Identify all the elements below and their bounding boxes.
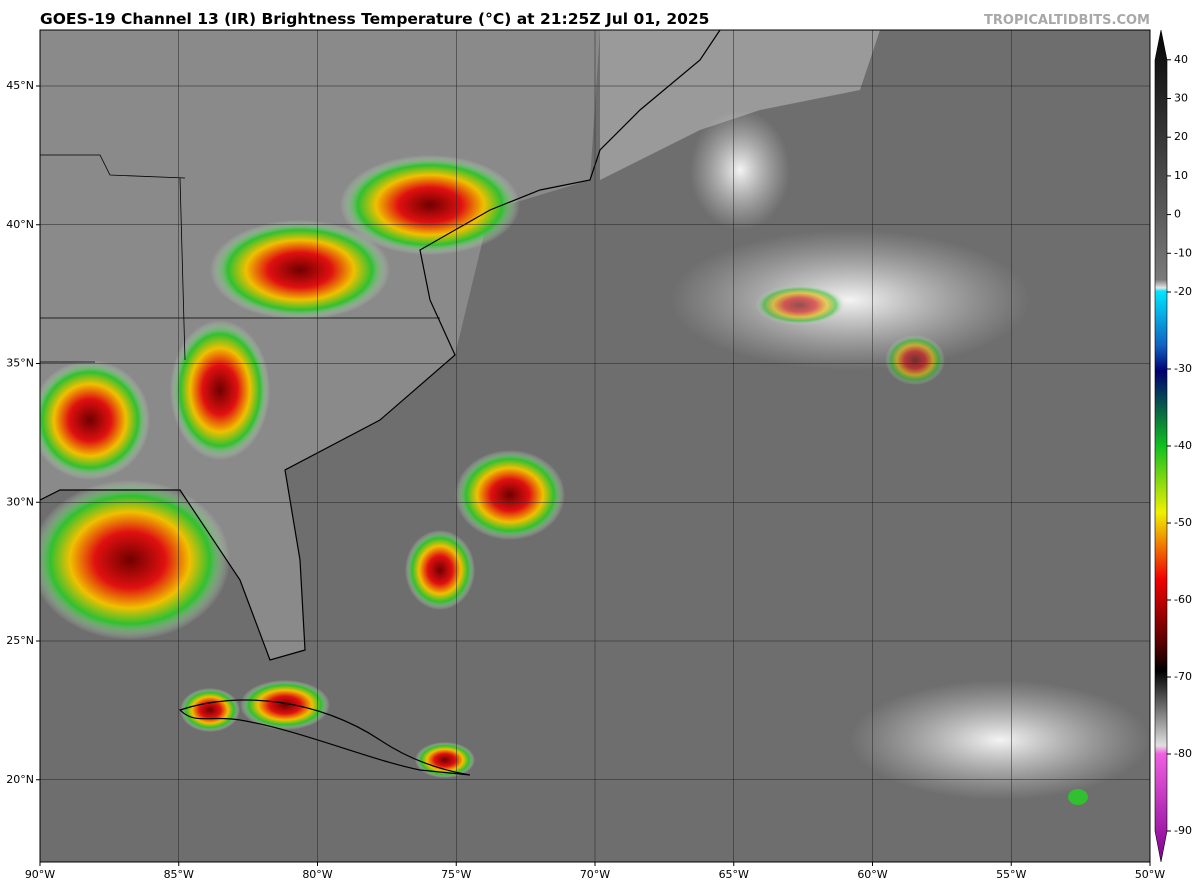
colorbar-label: -20 xyxy=(1174,285,1192,298)
colorbar-label: 30 xyxy=(1174,92,1188,105)
colorbar-label: -90 xyxy=(1174,824,1192,837)
lon-label: 85°W xyxy=(164,868,194,881)
lat-label: 30°N xyxy=(6,495,34,508)
lat-label: 40°N xyxy=(6,218,34,231)
lon-label: 75°W xyxy=(441,868,471,881)
colorbar-label: 40 xyxy=(1174,53,1188,66)
lat-label: 20°N xyxy=(6,773,34,786)
colorbar-label: -50 xyxy=(1174,516,1192,529)
colorbar-label: -70 xyxy=(1174,670,1192,683)
lon-label: 50°W xyxy=(1135,868,1165,881)
lat-label: 35°N xyxy=(6,357,34,370)
colorbar-label: -30 xyxy=(1174,362,1192,375)
colorbar-label: -60 xyxy=(1174,593,1192,606)
colorbar-label: -40 xyxy=(1174,439,1192,452)
colorbar-label: 0 xyxy=(1174,208,1181,221)
lon-label: 80°W xyxy=(302,868,332,881)
lat-label: 25°N xyxy=(6,634,34,647)
lon-label: 55°W xyxy=(996,868,1026,881)
colorbar xyxy=(1154,29,1168,863)
lon-label: 60°W xyxy=(857,868,887,881)
title: GOES-19 Channel 13 (IR) Brightness Tempe… xyxy=(40,10,709,28)
satellite-image xyxy=(40,30,1150,862)
lon-label: 70°W xyxy=(580,868,610,881)
colorbar-label: -80 xyxy=(1174,747,1192,760)
colorbar-label: 20 xyxy=(1174,130,1188,143)
colorbar-label: -10 xyxy=(1174,246,1192,259)
colorbar-label: 10 xyxy=(1174,169,1188,182)
lon-label: 90°W xyxy=(25,868,55,881)
lon-label: 65°W xyxy=(719,868,749,881)
lat-label: 45°N xyxy=(6,79,34,92)
source: TROPICALTIDBITS.COM xyxy=(984,13,1150,28)
